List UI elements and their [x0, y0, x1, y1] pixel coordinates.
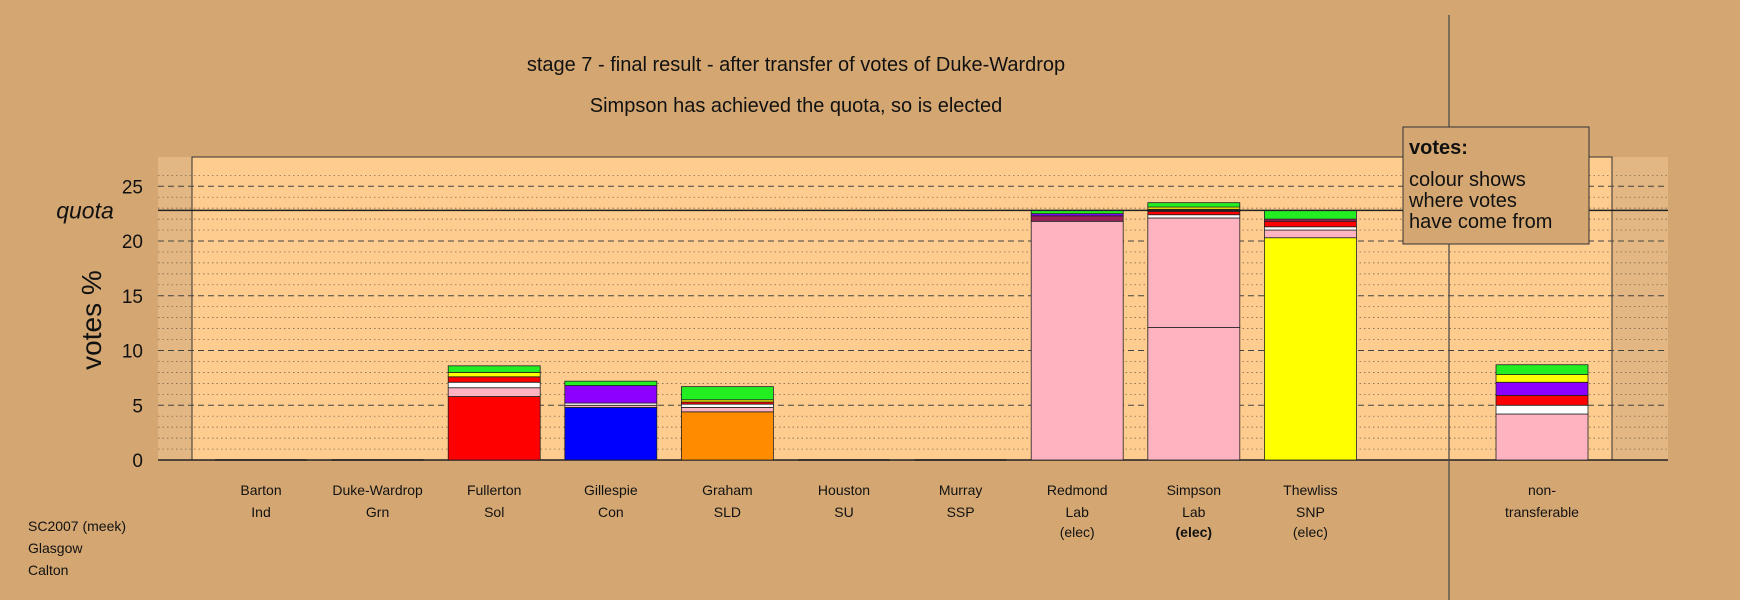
bar-segment — [447, 371, 541, 378]
candidate-name: Fullerton — [467, 482, 521, 498]
y-tick-label: 0 — [132, 451, 143, 472]
candidate-party: transferable — [1505, 504, 1579, 520]
candidate-labels: Barton Ind Duke-Wardrop Grn Fullerton Sol Gill… — [240, 482, 1579, 540]
footer-line: Glasgow — [28, 540, 83, 556]
bar-segment — [681, 403, 774, 408]
y-tick-label: 15 — [122, 287, 143, 308]
bar-segment — [681, 411, 774, 461]
legend-line: where votes — [1408, 190, 1517, 212]
y-tick-label: 5 — [132, 396, 143, 417]
candidate-party: SNP — [1296, 504, 1325, 520]
bar-segment — [1030, 220, 1124, 461]
bar-segment — [564, 407, 658, 461]
bar-segment — [447, 387, 541, 397]
candidate-party: SSP — [947, 504, 975, 520]
bar-segment — [681, 386, 774, 401]
bar-segment — [564, 385, 658, 404]
y-tick-label: 10 — [122, 342, 143, 363]
legend-line: colour shows — [1409, 169, 1526, 191]
bar-segment — [1147, 202, 1241, 208]
bar-segment — [1147, 217, 1241, 328]
legend: votes: colour shows where votes have com… — [1402, 126, 1590, 245]
legend-line: have come from — [1409, 211, 1552, 233]
y-axis-label: votes % — [76, 270, 107, 370]
bar-segment — [1147, 327, 1241, 461]
bar-segment — [1147, 211, 1241, 216]
bar-segment — [564, 380, 658, 386]
quota-label: quota — [56, 197, 114, 223]
candidate-status: (elec) — [1176, 524, 1213, 540]
candidate-name: Murray — [939, 482, 983, 498]
bar-segment — [447, 365, 541, 373]
candidate-party: Lab — [1182, 504, 1206, 520]
candidate-party: Ind — [251, 504, 270, 520]
bar-segment — [1264, 226, 1357, 231]
footer-line: Calton — [28, 562, 68, 578]
candidate-party: Lab — [1066, 504, 1090, 520]
footer-line: SC2007 (meek) — [28, 518, 126, 534]
bar-segment — [1495, 374, 1589, 383]
bar-segment — [447, 381, 541, 389]
candidate-name: Simpson — [1167, 482, 1221, 498]
legend-title: votes: — [1409, 137, 1468, 159]
chart-subtitle: Simpson has achieved the quota, so is el… — [590, 95, 1002, 117]
candidate-name: Barton — [240, 482, 281, 498]
bar-segment — [447, 396, 541, 461]
plot-panel — [191, 156, 1613, 461]
bar-segment — [1264, 229, 1357, 239]
bar-segment — [1495, 364, 1589, 375]
bars — [215, 202, 1589, 461]
candidate-status: (elec) — [1060, 524, 1095, 540]
bar-segment — [1495, 394, 1589, 406]
y-axis: 0 5 10 15 20 25 — [122, 177, 143, 472]
candidate-name: Gillespie — [584, 482, 638, 498]
candidate-party: Sol — [484, 504, 504, 520]
bar-segment — [1495, 404, 1589, 415]
y-tick-label: 25 — [122, 177, 143, 198]
candidate-status: (elec) — [1293, 524, 1328, 540]
bar-segment — [447, 376, 541, 383]
y-tick-label: 20 — [122, 232, 143, 253]
candidate-party: Grn — [366, 504, 389, 520]
candidate-name: Graham — [702, 482, 753, 498]
bar-segment — [1264, 209, 1357, 220]
candidate-name: non- — [1528, 482, 1556, 498]
bar-segment — [1495, 381, 1589, 396]
bar-segment — [681, 407, 774, 413]
candidate-name: Redmond — [1047, 482, 1108, 498]
candidate-party: Con — [598, 504, 624, 520]
legend-box — [1402, 126, 1590, 245]
candidate-name: Houston — [818, 482, 870, 498]
candidate-name: Thewliss — [1283, 482, 1337, 498]
candidate-name: Duke-Wardrop — [332, 482, 423, 498]
bar-segment — [1495, 413, 1589, 461]
bar-segment — [1264, 220, 1357, 228]
candidate-party: SLD — [714, 504, 741, 520]
bar-segment — [1264, 237, 1357, 461]
chart-title: stage 7 - final result - after transfer … — [527, 54, 1065, 76]
candidate-party: SU — [834, 504, 853, 520]
bar-segment — [1030, 215, 1124, 222]
bar-segment — [1147, 214, 1241, 219]
